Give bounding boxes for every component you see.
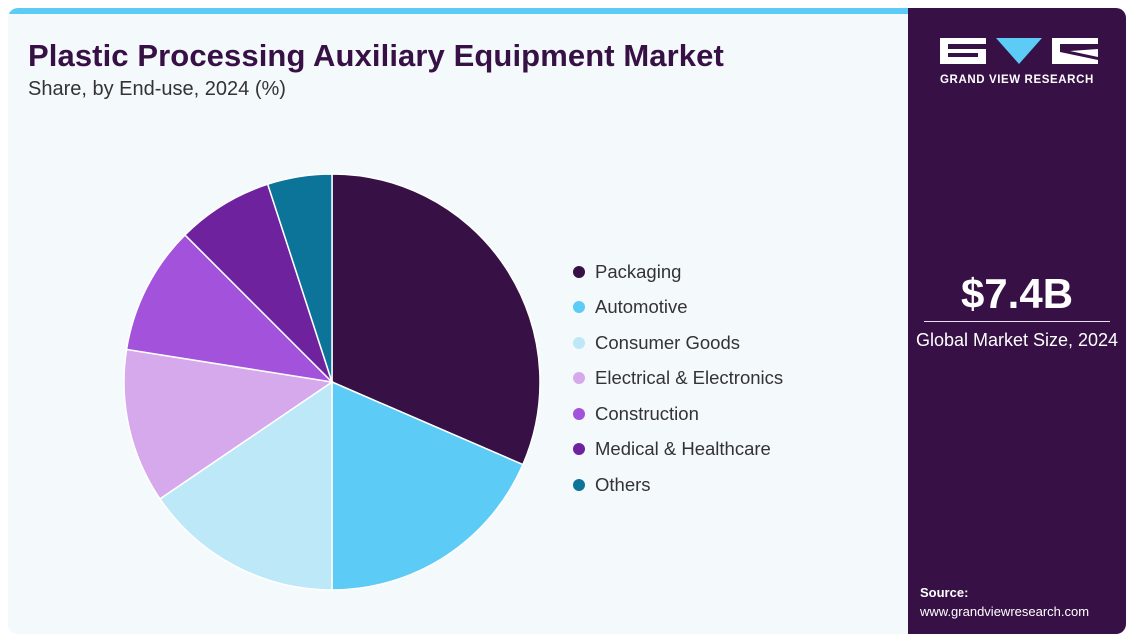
source-label: Source: — [920, 585, 969, 600]
legend-label: Automotive — [595, 296, 688, 318]
legend-item: Construction — [573, 396, 783, 432]
legend-label: Construction — [595, 402, 699, 424]
chart-legend: Packaging Automotive Consumer Goods Electri… — [573, 254, 783, 503]
legend-label: Packaging — [595, 260, 682, 282]
legend-item: Others — [573, 467, 783, 503]
brand-name: GRAND VIEW RESEARCH — [940, 74, 1094, 86]
legend-swatch — [573, 336, 585, 349]
market-size-label: Global Market Size, 2024 — [915, 330, 1119, 350]
legend-swatch — [573, 372, 585, 385]
grand-view-research-logo — [940, 38, 1098, 64]
legend-swatch — [573, 407, 585, 420]
legend-label: Medical & Healthcare — [595, 438, 771, 460]
pie-slice-others — [266, 173, 333, 383]
chart-panel: Plastic Processing Auxiliary Equipment M… — [8, 14, 908, 634]
legend-swatch — [573, 443, 585, 456]
chart-subtitle: Share, by End-use, 2024 (%) — [28, 78, 286, 100]
legend-item: Automotive — [573, 290, 783, 326]
market-size-value: $7.4B — [960, 270, 1074, 317]
pie-slice-electrical-electronics — [123, 348, 334, 500]
legend-item: Electrical & Electronics — [573, 361, 783, 397]
pie-slice-consumer-goods — [158, 380, 333, 591]
pie-slice-construction — [125, 233, 335, 384]
legend-item: Medical & Healthcare — [573, 432, 783, 468]
accent-bar — [8, 8, 908, 14]
chart-title: Plastic Processing Auxiliary Equipment M… — [28, 38, 724, 73]
divider — [924, 321, 1110, 322]
legend-label: Others — [595, 473, 651, 495]
chart-card: Plastic Processing Auxiliary Equipment M… — [8, 8, 1126, 634]
legend-item: Consumer Goods — [573, 325, 783, 361]
legend-swatch — [573, 301, 585, 314]
legend-swatch — [573, 265, 585, 278]
pie-slice-automotive — [331, 380, 524, 591]
info-sidebar: GRAND VIEW RESEARCH $7.4B Global Market … — [908, 8, 1126, 634]
legend-item: Packaging — [573, 254, 783, 290]
source-url[interactable]: www.grandviewresearch.com — [920, 604, 1090, 619]
legend-label: Consumer Goods — [595, 331, 740, 353]
pie-slice-medical-healthcare — [183, 183, 333, 383]
pie-slice-packaging — [331, 173, 541, 466]
pie-chart — [123, 173, 541, 591]
legend-swatch — [573, 478, 585, 491]
legend-label: Electrical & Electronics — [595, 367, 784, 389]
